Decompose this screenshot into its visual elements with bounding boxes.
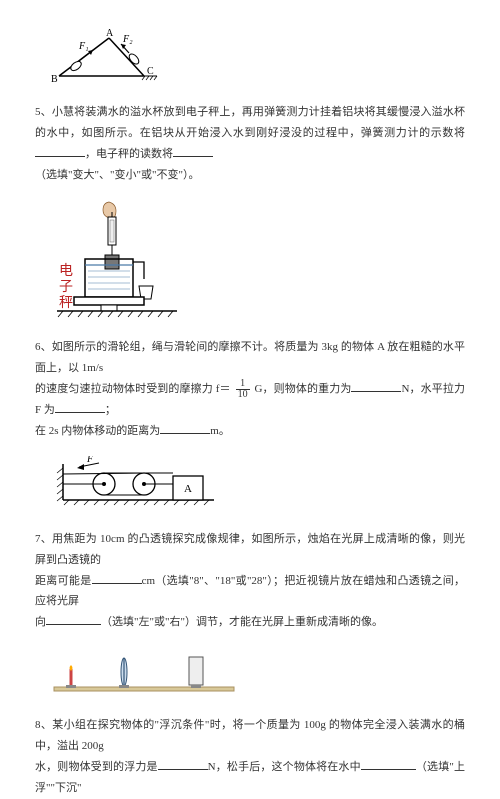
problem-5: 5、小慧将装满水的溢水杯放到电子秤上，再用弹簧测力计挂着铝块将其缓慢浸入溢水杯的… <box>35 102 465 186</box>
p6-t1: 6、如图所示的滑轮组，绳与滑轮间的摩擦不计。将质量为 3kg 的物体 A 放在粗… <box>35 341 465 374</box>
blank <box>55 403 105 413</box>
problem-6-text: 6、如图所示的滑轮组，绳与滑轮间的摩擦不计。将质量为 3kg 的物体 A 放在粗… <box>35 337 465 379</box>
label-A: A <box>106 28 114 39</box>
fraction: 110 <box>236 379 250 400</box>
p8-t3: N，松手后，这个物体将在水中 <box>208 761 361 773</box>
p5-t1: 5、小慧将装满水的溢水杯放到电子秤上，再用弹簧测力计挂着铝块将其缓慢浸入溢水杯的… <box>35 106 465 139</box>
blank <box>35 146 85 156</box>
problem-5-line2: （选填"变大"、"变小"或"不变"）。 <box>35 165 465 186</box>
p7-t4: 向 <box>35 616 46 628</box>
label-B: B <box>51 74 58 84</box>
label-C: C <box>147 66 154 77</box>
p7-t2: 距离可能是 <box>35 575 92 587</box>
problem-6-line3: 在 2s 内物体移动的距离为 m。 <box>35 421 465 442</box>
problem-8-line2: 水，则物体受到的浮力是N，松手后，这个物体将在水中（选填"上浮""下沉" <box>35 757 465 799</box>
figure-5-scale: 电 子 秤 <box>49 199 465 327</box>
figure-7-optics <box>49 647 465 705</box>
label-block-A: A <box>184 483 192 495</box>
problem-6-line2: 的速度匀速拉动物体时受到的摩擦力 f＝ 110 G，则物体的重力为N，水平拉力 … <box>35 379 465 421</box>
problem-5-text: 5、小慧将装满水的溢水杯放到电子秤上，再用弹簧测力计挂着铝块将其缓慢浸入溢水杯的… <box>35 102 465 165</box>
p7-t5: （选填"左"或"右"）调节，才能在光屏上重新成清晰的像。 <box>101 616 383 628</box>
p6-t2: 的速度匀速拉动物体时受到的摩擦力 f＝ <box>35 383 231 395</box>
p8-t1: 8、某小组在探究物体的"浮沉条件"时，将一个质量为 100g 的物体完全浸入装满… <box>35 719 465 752</box>
problem-7-text: 7、用焦距为 10cm 的凸透镜探究成像规律，如图所示，烛焰在光屏上成清晰的像，… <box>35 529 465 571</box>
label-F2: F₂ <box>122 34 133 45</box>
p5-t3: （选填"变大"、"变小"或"不变"）。 <box>35 169 199 181</box>
problem-7-line3: 向 （选填"左"或"右"）调节，才能在光屏上重新成清晰的像。 <box>35 612 465 633</box>
problem-8-text: 8、某小组在探究物体的"浮沉条件"时，将一个质量为 100g 的物体完全浸入装满… <box>35 715 465 757</box>
label-force-F: F <box>86 456 94 465</box>
label-F1: F₁ <box>78 41 89 52</box>
p6-t7: m。 <box>210 425 230 437</box>
p7-t1: 7、用焦距为 10cm 的凸透镜探究成像规律，如图所示，烛焰在光屏上成清晰的像，… <box>35 533 465 566</box>
blank <box>351 382 401 392</box>
p8-t2: 水，则物体受到的浮力是 <box>35 761 158 773</box>
scale-label-2: 子 <box>59 279 73 295</box>
blank <box>361 759 416 769</box>
blank <box>160 424 210 434</box>
frac-den: 10 <box>236 390 250 400</box>
p6-t3: G，则物体的重力为 <box>254 383 351 395</box>
problem-7-line2: 距离可能是cm（选填"8"、"18"或"28"）；把近视镜片放在蜡烛和凸透镜之间… <box>35 571 465 613</box>
problem-7: 7、用焦距为 10cm 的凸透镜探究成像规律，如图所示，烛焰在光屏上成清晰的像，… <box>35 529 465 633</box>
blank <box>46 615 101 625</box>
blank <box>173 146 213 156</box>
p6-t5: ； <box>105 404 116 416</box>
figure-4-triangle: A B C F₁ F₂ <box>49 28 465 92</box>
scale-label-3: 秤 <box>59 295 73 311</box>
blank <box>158 759 208 769</box>
scale-label-1: 电 <box>59 263 73 279</box>
p5-t2: ，电子秤的读数将 <box>85 148 173 160</box>
blank <box>92 573 142 583</box>
problem-8: 8、某小组在探究物体的"浮沉条件"时，将一个质量为 100g 的物体完全浸入装满… <box>35 715 465 799</box>
figure-6-pulley: A F <box>49 456 465 519</box>
problem-6: 6、如图所示的滑轮组，绳与滑轮间的摩擦不计。将质量为 3kg 的物体 A 放在粗… <box>35 337 465 442</box>
p6-t6: 在 2s 内物体移动的距离为 <box>35 425 160 437</box>
